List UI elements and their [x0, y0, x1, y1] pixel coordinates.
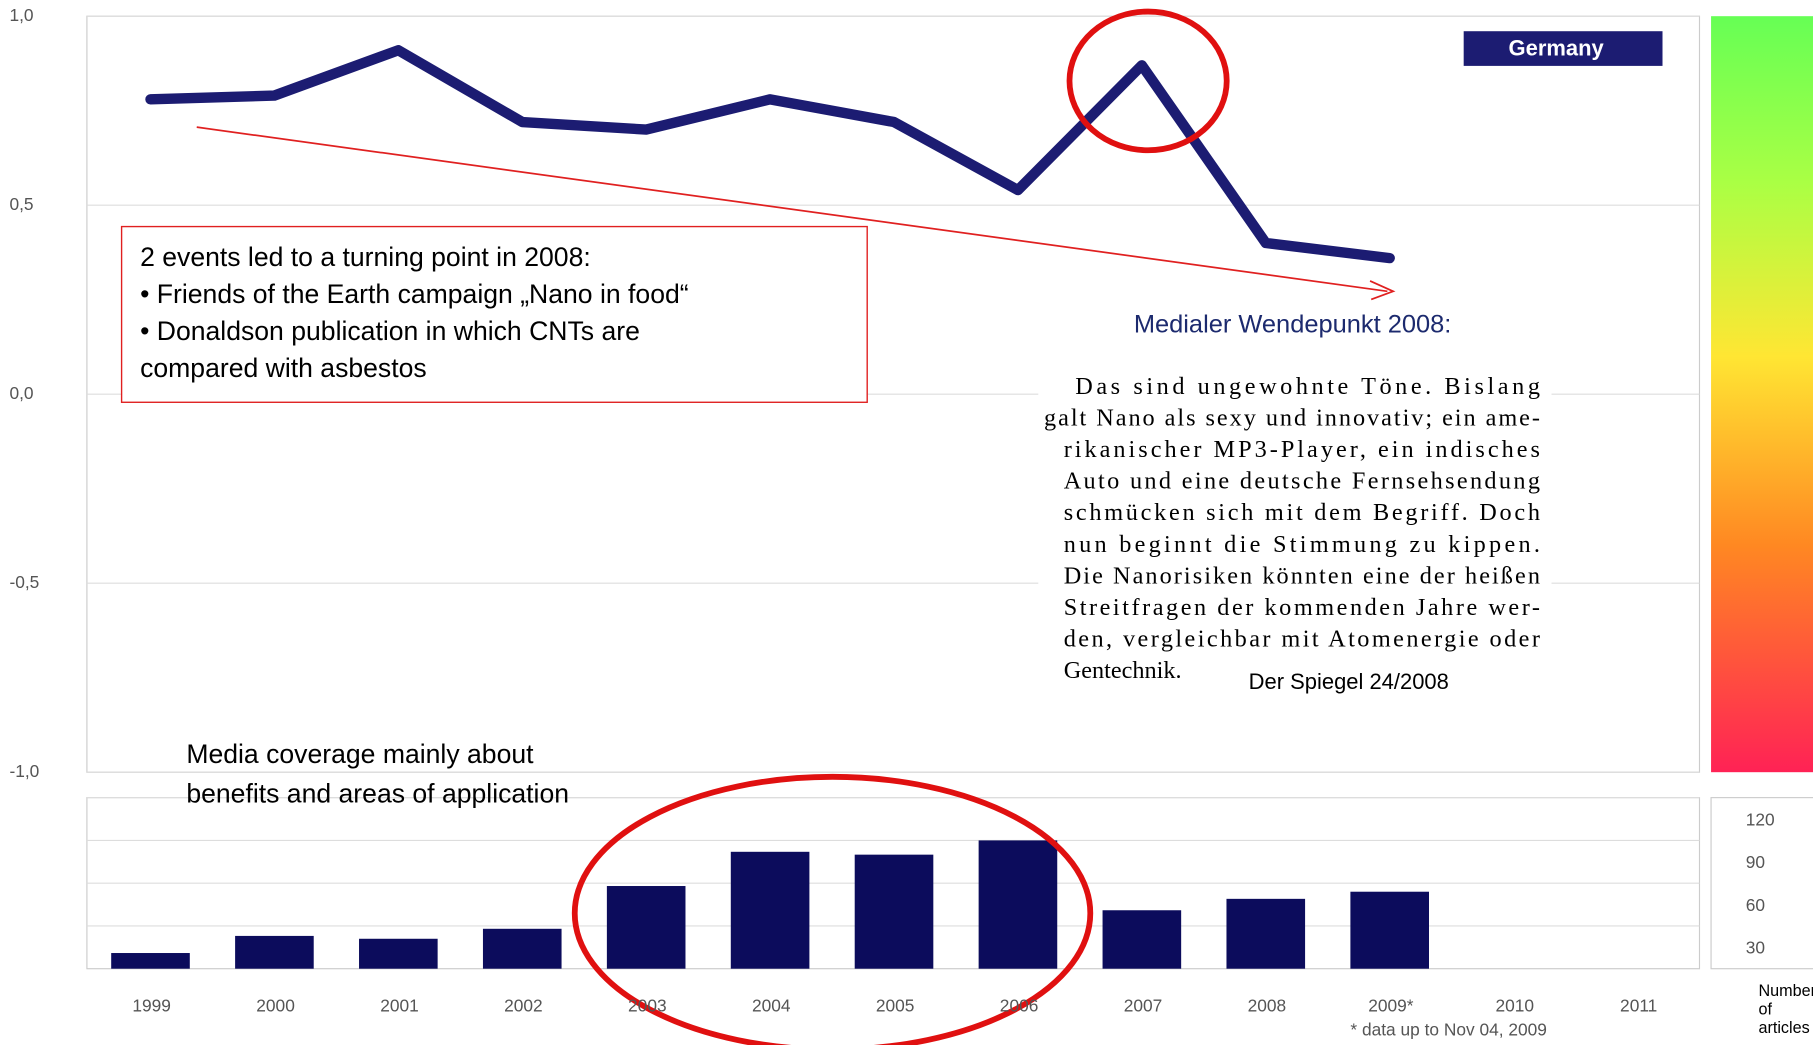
x-tick-label: 2004 — [752, 995, 791, 1015]
bar — [1226, 898, 1306, 969]
y-axis-label: articles — [1758, 1019, 1809, 1037]
annotation-line: • Donaldson publication in which CNTs ar… — [140, 316, 640, 346]
bar — [730, 851, 810, 969]
x-tick-label: 2007 — [1124, 995, 1163, 1015]
bar — [482, 928, 562, 969]
legend-box — [1463, 31, 1663, 66]
color-bar — [1711, 16, 1813, 773]
quote-line: nun beginnt die Stimmung zu kippen. — [1064, 531, 1540, 558]
highlight-circle — [1066, 8, 1230, 154]
quote-title: Medialer Wendepunkt 2008: — [1134, 311, 1452, 339]
y-tick-label: 60 — [1746, 895, 1765, 915]
bar-axis-frame — [1710, 797, 1813, 970]
annotation-line: 2 events led to a turning point in 2008: — [140, 242, 591, 272]
coverage-note: benefits and areas of application — [186, 778, 569, 808]
annotation-line: • Friends of the Earth campaign „Nano in… — [140, 279, 689, 309]
y-axis-label: of — [1758, 1001, 1772, 1019]
x-tick-label: 2001 — [380, 995, 419, 1015]
y-tick-label: -1,0 — [9, 761, 39, 781]
y-tick-label: 120 — [1746, 809, 1775, 829]
x-tick-label: 2008 — [1248, 995, 1287, 1015]
footnote: * data up to Nov 04, 2009 — [1350, 1020, 1547, 1040]
quote-line: Die Nanorisiken könnten eine der heißen — [1064, 562, 1540, 589]
quote-line: Streitfragen der kommenden Jahre wer- — [1064, 594, 1540, 621]
x-tick-label: 2000 — [256, 995, 295, 1015]
line — [145, 45, 1395, 264]
x-tick-label: 2011 — [1620, 995, 1657, 1015]
x-tick-label: 2005 — [876, 995, 915, 1015]
y-tick-label: 0,5 — [9, 194, 33, 214]
y-tick-label: 90 — [1746, 852, 1765, 872]
quote-source: Der Spiegel 24/2008 — [1249, 669, 1449, 694]
quote-line: galt Nano als sexy und innovativ; ein am… — [1044, 405, 1540, 432]
bar — [978, 840, 1058, 969]
x-tick-label: 2009* — [1368, 995, 1414, 1015]
y-axis-label: Number — [1758, 982, 1813, 1000]
legend-label: Germany — [1509, 36, 1605, 61]
y-tick-label: -0,5 — [9, 572, 39, 592]
annotation-box — [120, 225, 868, 403]
x-tick-label: 2003 — [628, 995, 667, 1015]
arrow-head — [1369, 280, 1396, 301]
x-tick-label: 1999 — [132, 995, 171, 1015]
quote-line: rikanischer MP3-Player, ein indisches — [1064, 436, 1540, 463]
bar — [111, 953, 190, 969]
bar — [854, 854, 934, 969]
trend-arrow — [196, 126, 1388, 293]
y-tick-label: 30 — [1746, 938, 1765, 958]
quote-box — [1038, 367, 1552, 699]
coverage-note: Media coverage mainly about — [186, 739, 534, 769]
bar — [1102, 910, 1182, 969]
bar — [1350, 891, 1429, 969]
annotation-line: compared with asbestos — [140, 353, 427, 383]
bar — [606, 886, 686, 969]
bar — [235, 935, 314, 969]
x-tick-label: 2006 — [1000, 995, 1039, 1015]
bar — [359, 938, 438, 969]
x-tick-label: 2002 — [504, 995, 543, 1015]
y-tick-label: 0,0 — [9, 383, 33, 403]
x-tick-label: 2010 — [1495, 995, 1534, 1015]
y-tick-label: 1,0 — [9, 5, 33, 25]
quote-line: Gentechnik. — [1064, 657, 1182, 684]
highlight-ellipse — [571, 773, 1094, 1045]
quote-line: den, vergleichbar mit Atomenergie oder — [1064, 625, 1540, 652]
